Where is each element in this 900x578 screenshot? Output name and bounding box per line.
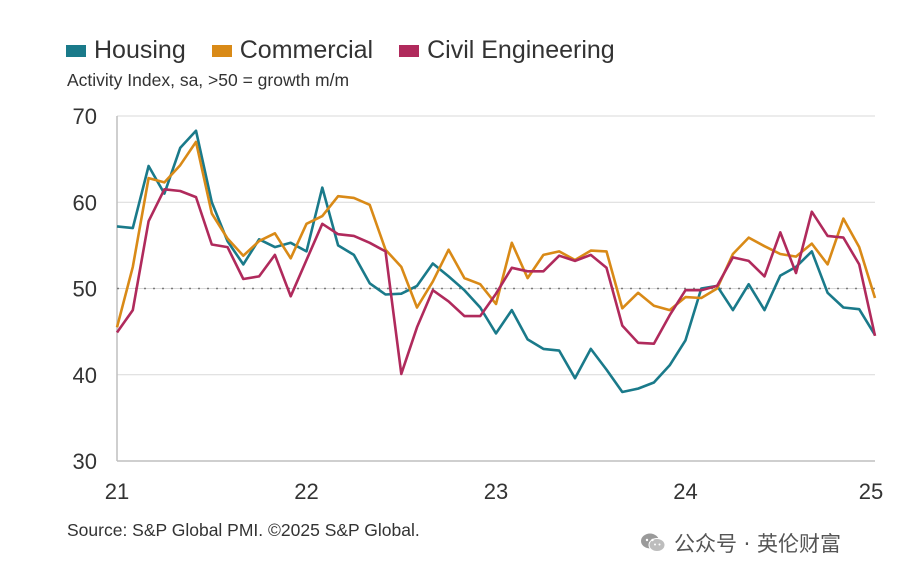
source-note: Source: S&P Global PMI. ©2025 S&P Global… <box>67 520 420 540</box>
legend-item-housing: Housing <box>66 36 186 65</box>
x-tick-label-23: 23 <box>484 479 508 504</box>
x-tick-label-24: 24 <box>673 479 697 504</box>
series-line-civil-engineering <box>115 188 877 376</box>
legend-swatch-housing <box>66 44 86 57</box>
legend-label-civil-engineering: Civil Engineering <box>427 36 615 64</box>
y-tick-label-70: 70 <box>73 104 97 129</box>
legend-label-commercial: Commercial <box>239 36 374 64</box>
chart-legend: Housing Commercial Civil Engineering <box>66 36 641 65</box>
legend-label-housing: Housing <box>94 36 186 64</box>
x-tick-labels: 21 22 23 24 25 <box>105 479 883 504</box>
legend-swatch-commercial <box>211 44 232 57</box>
y-tick-label-60: 60 <box>73 190 97 215</box>
chart-subtitle: Activity Index, sa, >50 = growth m/m <box>67 70 350 90</box>
legend-item-civil-engineering: Civil Engineering <box>399 36 615 65</box>
y-tick-label-40: 40 <box>73 363 97 388</box>
y-tick-label-30: 30 <box>73 449 97 474</box>
legend-item-commercial: Commercial <box>211 36 374 65</box>
y-tick-label-50: 50 <box>73 277 97 302</box>
watermark: 公众号 · 英伦财富 <box>640 528 841 558</box>
x-tick-label-21: 21 <box>105 479 129 504</box>
x-tick-label-22: 22 <box>294 479 318 504</box>
watermark-text: 公众号 · 英伦财富 <box>674 532 842 556</box>
x-tick-label-25: 25 <box>859 479 883 504</box>
wechat-icon <box>640 532 666 554</box>
series-line-commercial <box>115 140 877 328</box>
y-tick-labels: 30 40 50 60 70 <box>73 104 97 474</box>
legend-swatch-civil-engineering <box>399 44 420 57</box>
series-line-housing <box>116 129 877 394</box>
series-lines <box>115 129 877 394</box>
